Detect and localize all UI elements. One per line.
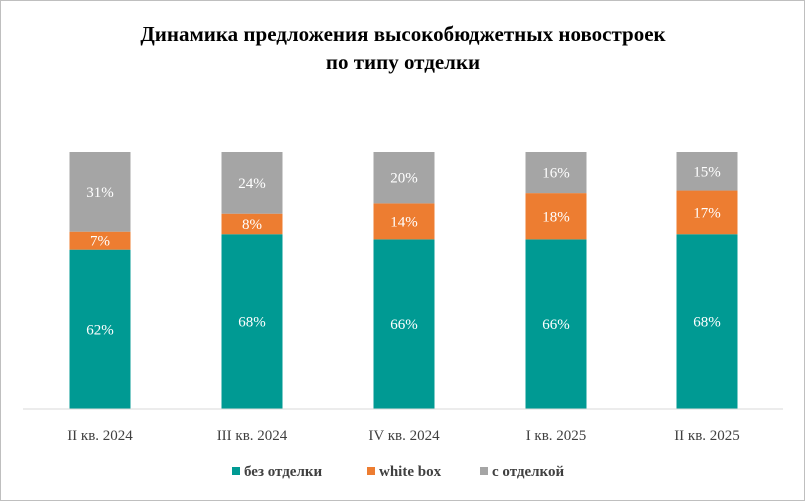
bar-segment	[69, 152, 131, 232]
legend-swatch	[480, 467, 488, 475]
bar-segment	[373, 239, 435, 409]
x-tick-label: II кв. 2025	[674, 428, 740, 444]
bar-segment	[525, 239, 587, 409]
legend-label: без отделки	[244, 464, 323, 480]
bar-data-label: 20%	[390, 171, 418, 187]
bar-data-label: 68%	[238, 315, 266, 331]
bar-segment	[221, 152, 283, 214]
legend-swatch	[367, 467, 375, 475]
bar-data-label: 31%	[86, 185, 114, 201]
bar-segment	[525, 193, 587, 240]
chart-title: Динамика предложения высокобюджетных нов…	[140, 22, 666, 46]
bar-data-label: 66%	[542, 317, 570, 333]
bar-data-label: 8%	[242, 217, 262, 233]
x-tick-label: II кв. 2024	[67, 428, 133, 444]
bar-segment	[69, 231, 131, 250]
x-tick-label: I кв. 2025	[526, 428, 587, 444]
bar-segment	[676, 234, 738, 409]
bar-data-label: 62%	[86, 322, 114, 338]
bar-segment	[221, 213, 283, 235]
bar-segment	[221, 234, 283, 409]
x-tick-labels: II кв. 2024 III кв. 2024 IV кв. 2024 I кв. …	[67, 428, 740, 444]
bar-segment	[373, 203, 435, 240]
bar-data-label: 66%	[390, 317, 418, 333]
bar-data-label: 7%	[90, 234, 110, 250]
x-tick-label: IV кв. 2024	[368, 428, 440, 444]
bar-data-label: 15%	[693, 164, 721, 180]
x-tick-label: III кв. 2024	[217, 428, 288, 444]
legend-label: с отделкой	[492, 464, 564, 480]
bar-data-label: 16%	[542, 166, 570, 182]
bar-data-label: 14%	[390, 214, 418, 230]
bars-group: 62% 7% 31% 68% 8% 24% 66% 14% 20% 66% 18% 16% 68% 17%…	[69, 152, 738, 409]
bar-data-label: 18%	[542, 209, 570, 225]
bar-segment	[373, 152, 435, 204]
bar-segment	[676, 152, 738, 191]
legend: без отделки white box с отделкой	[232, 464, 564, 480]
bar-data-label: 17%	[693, 205, 721, 221]
bar-segment	[525, 152, 587, 194]
bar-data-label: 24%	[238, 176, 266, 192]
legend-label: white box	[379, 464, 442, 480]
bar-segment	[676, 190, 738, 235]
bar-segment	[69, 249, 131, 409]
chart-subtitle: по типу отделки	[326, 50, 480, 74]
legend-swatch	[232, 467, 240, 475]
bar-data-label: 68%	[693, 315, 721, 331]
